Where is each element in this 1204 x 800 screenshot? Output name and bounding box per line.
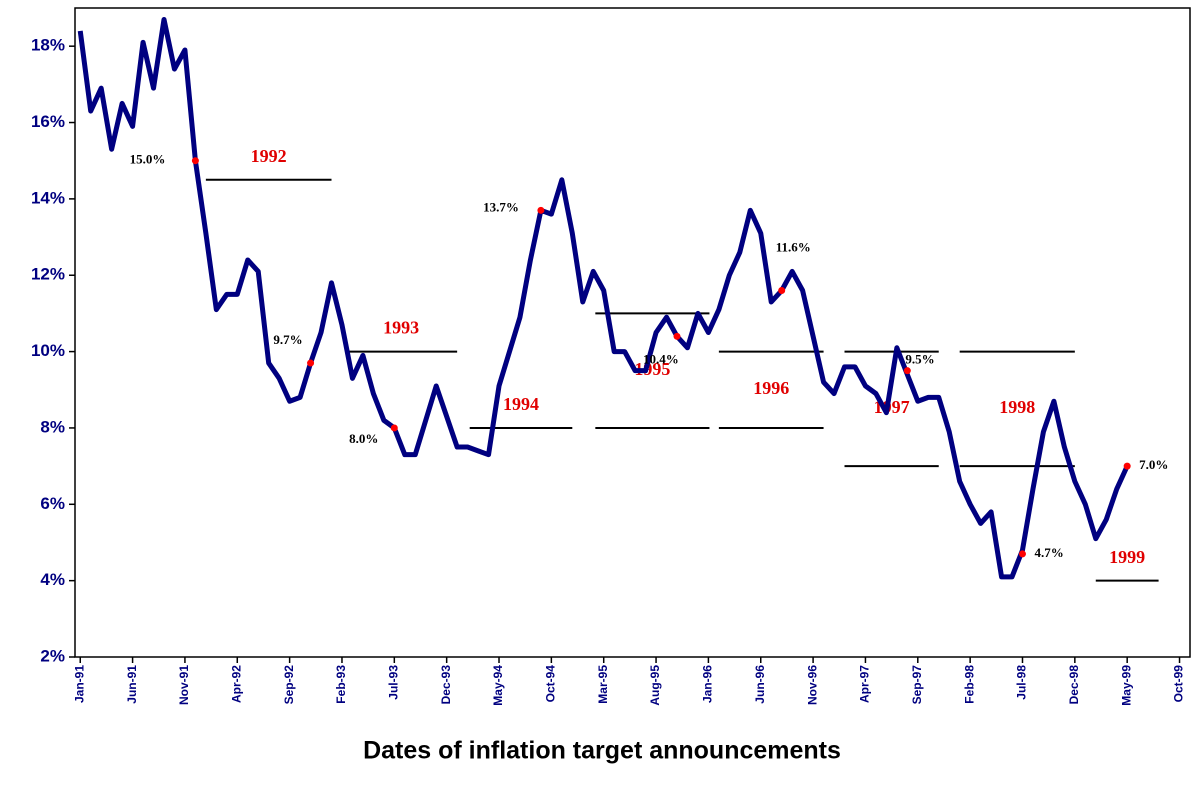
x-tick-label: Jan-96 — [701, 665, 715, 703]
announcement-label: 7.0% — [1139, 457, 1168, 472]
announcement-dot — [1123, 462, 1131, 470]
x-tick-label: Apr-97 — [858, 665, 872, 703]
x-tick-label: Oct-99 — [1172, 665, 1186, 703]
target-label: 1999 — [1109, 547, 1145, 567]
y-tick-label: 10% — [31, 341, 65, 360]
announcement-label: 15.0% — [130, 152, 166, 167]
x-axis-title: Dates of inflation target announcements — [363, 737, 841, 765]
x-tick-label: Sep-97 — [910, 665, 924, 705]
announcement-dot — [903, 367, 911, 375]
x-tick-label: Jul-98 — [1015, 665, 1029, 700]
announcement-dot — [673, 332, 681, 340]
announcement-label: 13.7% — [483, 199, 519, 214]
announcement-dot — [778, 287, 786, 295]
target-label: 1996 — [753, 378, 789, 398]
y-tick-label: 2% — [40, 646, 65, 665]
x-tick-label: Sep-92 — [282, 665, 296, 705]
x-tick-label: Jul-93 — [386, 665, 400, 700]
target-label: 1998 — [999, 397, 1035, 417]
target-label: 1994 — [503, 394, 539, 414]
target-label: 1993 — [383, 318, 419, 338]
announcement-dot — [390, 424, 398, 432]
announcement-label: 4.7% — [1034, 545, 1063, 560]
y-tick-label: 8% — [40, 417, 65, 436]
announcement-label: 11.6% — [776, 239, 811, 254]
y-tick-label: 18% — [31, 36, 65, 55]
x-tick-label: Oct-94 — [544, 665, 558, 703]
announcement-dot — [191, 157, 199, 165]
x-tick-label: Nov-91 — [177, 665, 191, 705]
y-tick-label: 12% — [31, 265, 65, 284]
target-label: 1995 — [634, 359, 670, 379]
y-tick-label: 4% — [40, 570, 65, 589]
x-tick-label: Jun-96 — [753, 665, 767, 704]
inflation-line — [77, 16, 1130, 580]
x-tick-label: Aug-95 — [648, 665, 662, 706]
x-tick-label: Feb-98 — [962, 665, 976, 704]
announcement-dot — [537, 206, 545, 214]
announcement-label: 9.5% — [905, 352, 934, 367]
x-tick-label: Apr-92 — [229, 665, 243, 703]
x-tick-label: Feb-93 — [334, 665, 348, 704]
x-tick-label: May-99 — [1119, 665, 1133, 706]
x-tick-label: May-94 — [491, 665, 505, 706]
announcement-dot — [307, 359, 315, 367]
plot-frame — [74, 7, 1191, 658]
x-tick-label: Nov-96 — [805, 665, 819, 705]
y-tick-label: 14% — [31, 188, 65, 207]
x-tick-label: Jan-91 — [72, 665, 86, 703]
x-tick-label: Dec-93 — [439, 665, 453, 705]
y-tick-label: 6% — [40, 494, 65, 513]
x-tick-label: Jun-91 — [125, 665, 139, 704]
announcement-label: 9.7% — [273, 332, 302, 347]
announcement-label: 8.0% — [349, 431, 378, 446]
x-tick-label: Mar-95 — [596, 665, 610, 704]
announcement-dot — [1018, 550, 1026, 558]
x-tick-label: Dec-98 — [1067, 665, 1081, 705]
target-label: 1992 — [251, 146, 287, 166]
y-tick-label: 16% — [31, 112, 65, 131]
announcement-label: 10.4% — [643, 351, 679, 366]
